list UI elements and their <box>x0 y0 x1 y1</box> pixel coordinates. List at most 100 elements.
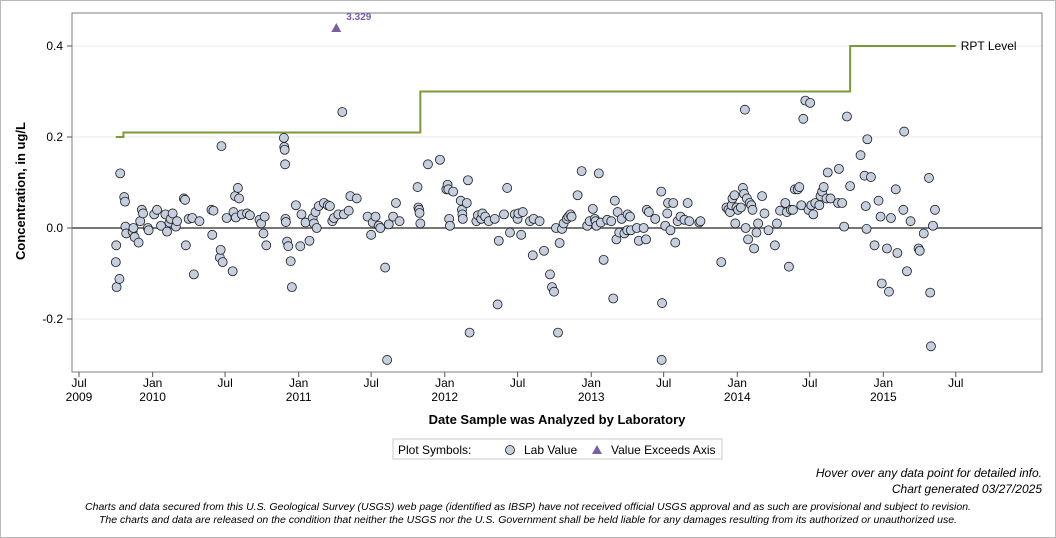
lab-value-point[interactable] <box>656 186 667 197</box>
lab-value-point[interactable] <box>216 141 227 152</box>
lab-value-point[interactable] <box>382 355 393 365</box>
lab-value-point[interactable] <box>325 201 335 212</box>
lab-value-point[interactable] <box>370 211 381 222</box>
lab-value-point[interactable] <box>638 223 649 233</box>
lab-value-point[interactable] <box>866 172 876 182</box>
lab-value-point[interactable] <box>167 208 178 219</box>
lab-value-point[interactable] <box>926 341 936 352</box>
lab-value-point[interactable] <box>412 182 423 192</box>
lab-value-point[interactable] <box>414 208 425 218</box>
lab-value-point[interactable] <box>499 209 509 220</box>
exceeds-axis-marker[interactable] <box>331 23 342 32</box>
lab-value-point[interactable] <box>818 182 829 192</box>
lab-value-point[interactable] <box>899 126 910 137</box>
lab-value-point[interactable] <box>114 274 125 284</box>
lab-value-point[interactable] <box>259 211 270 222</box>
lab-value-point[interactable] <box>716 257 727 268</box>
lab-value-point[interactable] <box>834 163 844 174</box>
lab-value-point[interactable] <box>902 266 912 277</box>
lab-value-point[interactable] <box>753 218 763 229</box>
lab-value-point[interactable] <box>837 198 848 208</box>
lab-value-point[interactable] <box>285 256 296 267</box>
lab-value-point[interactable] <box>757 191 767 202</box>
lab-value-point[interactable] <box>606 216 617 227</box>
lab-value-point[interactable] <box>534 216 545 227</box>
lab-value-point[interactable] <box>740 223 751 233</box>
lab-value-point[interactable] <box>869 240 880 251</box>
lab-value-point[interactable] <box>825 193 836 204</box>
lab-value-point[interactable] <box>930 204 940 215</box>
lab-value-point[interactable] <box>502 183 513 193</box>
lab-value-point[interactable] <box>918 228 929 239</box>
lab-value-point[interactable] <box>839 221 850 232</box>
lab-value-point[interactable] <box>730 218 741 229</box>
lab-value-point[interactable] <box>279 144 290 155</box>
lab-value-point[interactable] <box>280 159 290 170</box>
lab-value-point[interactable] <box>593 168 604 179</box>
lab-value-point[interactable] <box>662 208 673 219</box>
lab-value-point[interactable] <box>493 235 504 246</box>
lab-value-point[interactable] <box>886 213 896 223</box>
lab-value-point[interactable] <box>244 210 255 221</box>
lab-value-point[interactable] <box>115 168 126 179</box>
lab-value-point[interactable] <box>743 234 753 245</box>
lab-value-point[interactable] <box>763 225 774 236</box>
lab-value-point[interactable] <box>110 257 121 268</box>
lab-value-point[interactable] <box>517 207 528 217</box>
lab-value-point[interactable] <box>380 262 391 273</box>
lab-value-point[interactable] <box>295 241 306 252</box>
lab-value-point[interactable] <box>415 218 426 229</box>
lab-value-point[interactable] <box>855 150 866 161</box>
lab-value-point[interactable] <box>695 216 706 227</box>
lab-value-point[interactable] <box>448 186 459 197</box>
lab-value-point[interactable] <box>609 195 620 206</box>
lab-value-point[interactable] <box>928 220 938 231</box>
lab-value-point[interactable] <box>120 196 130 207</box>
lab-value-point[interactable] <box>366 229 377 240</box>
lab-value-point[interactable] <box>751 227 762 238</box>
lab-value-point[interactable] <box>554 238 565 248</box>
lab-value-point[interactable] <box>133 237 144 248</box>
lab-value-point[interactable] <box>111 240 122 251</box>
lab-value-point[interactable] <box>625 211 635 222</box>
lab-value-point[interactable] <box>684 216 695 227</box>
lab-value-point[interactable] <box>383 219 394 230</box>
lab-value-point[interactable] <box>572 190 583 201</box>
lab-value-point[interactable] <box>290 200 301 211</box>
lab-value-point[interactable] <box>492 299 503 310</box>
lab-value-point[interactable] <box>545 269 555 280</box>
lab-value-point[interactable] <box>394 216 405 227</box>
lab-value-point[interactable] <box>445 220 455 231</box>
lab-value-point[interactable] <box>665 225 676 236</box>
lab-value-point[interactable] <box>296 209 307 220</box>
lab-value-point[interactable] <box>464 327 475 338</box>
lab-value-point[interactable] <box>796 200 807 211</box>
lab-value-point[interactable] <box>457 213 468 224</box>
lab-value-point[interactable] <box>842 111 852 122</box>
lab-value-point[interactable] <box>788 204 798 215</box>
lab-value-point[interactable] <box>278 133 289 143</box>
lab-value-point[interactable] <box>138 208 148 219</box>
lab-value-point[interactable] <box>862 134 873 145</box>
lab-value-point[interactable] <box>798 113 809 124</box>
lab-value-point[interactable] <box>128 223 139 233</box>
lab-value-point[interactable] <box>759 208 770 219</box>
lab-value-point[interactable] <box>152 204 162 215</box>
lab-value-point[interactable] <box>576 166 587 177</box>
lab-value-point[interactable] <box>682 198 693 208</box>
lab-value-point[interactable] <box>234 193 244 204</box>
lab-value-point[interactable] <box>925 287 936 298</box>
lab-value-point[interactable] <box>784 261 794 272</box>
lab-value-point[interactable] <box>772 218 782 229</box>
lab-value-point[interactable] <box>814 200 825 211</box>
lab-value-point[interactable] <box>890 184 901 195</box>
lab-value-point[interactable] <box>794 182 805 192</box>
lab-value-point[interactable] <box>423 159 433 170</box>
lab-value-point[interactable] <box>729 190 740 201</box>
lab-value-point[interactable] <box>739 104 750 115</box>
lab-value-point[interactable] <box>892 248 903 258</box>
lab-value-point[interactable] <box>860 201 871 212</box>
lab-value-point[interactable] <box>311 223 322 233</box>
lab-value-point[interactable] <box>650 213 661 224</box>
lab-value-point[interactable] <box>207 229 218 240</box>
